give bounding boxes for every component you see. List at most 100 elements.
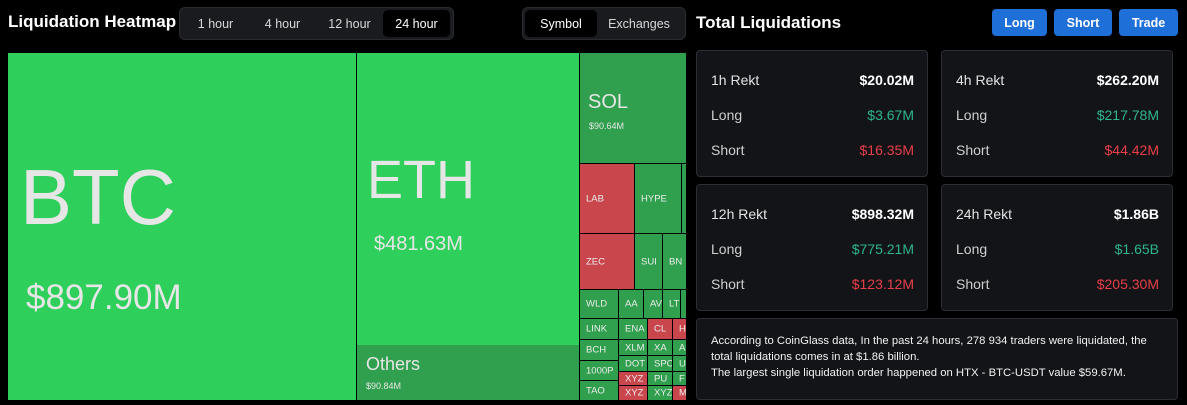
long-value: $3.67M [867, 107, 914, 123]
short-value: $16.35M [859, 142, 914, 158]
liquidation-summary: According to CoinGlass data, In the past… [696, 318, 1178, 400]
tile-a[interactable]: A [673, 340, 686, 355]
card-total: $262.20M [1096, 72, 1159, 88]
tile-xlm[interactable]: XLM [619, 340, 647, 355]
tile-symbol: XYZ [625, 387, 644, 399]
tile-value: $90.64M [589, 121, 625, 131]
card-total: $898.32M [851, 206, 914, 222]
tile-hype[interactable]: HYPE [635, 164, 681, 233]
tile-symbol: CL [654, 323, 667, 335]
tile-value: $90.84M [366, 381, 402, 391]
tile-symbol: XA [654, 342, 667, 353]
summary-largest-order: The largest single liquidation order hap… [711, 367, 1126, 379]
card-total: $1.86B [1113, 206, 1159, 222]
mode-symbol-button[interactable]: Symbol [525, 10, 597, 37]
tile-bch[interactable]: BCH [580, 340, 618, 360]
tile-spc[interactable]: SPC [648, 356, 672, 371]
tile-symbol: LINK [586, 323, 608, 335]
rekt-card-1h: 1h Rekt $20.02M Long $3.67M Short $16.35M [696, 50, 928, 177]
tile-symbol: XLM [625, 342, 645, 353]
short-value: $123.12M [851, 276, 914, 292]
tile-u[interactable]: U [673, 356, 686, 371]
long-label: Long [711, 241, 743, 257]
tile-symbol: A [679, 342, 686, 353]
tile-f[interactable]: F [673, 372, 686, 385]
tile-tao[interactable]: TAO [580, 381, 618, 400]
tile-1000p[interactable]: 1000P [580, 361, 618, 380]
tile-symbol: BN [669, 256, 683, 267]
tile-symbol: DOT [625, 358, 646, 369]
tile-symbol: LT [669, 298, 680, 310]
tile-symbol: HYPE [641, 193, 667, 204]
mode-selector: Symbol Exchanges [522, 7, 686, 40]
tile-wld[interactable]: WLD [580, 290, 618, 318]
tile-symbol: H [679, 323, 686, 335]
tile-value: $897.90M [26, 278, 182, 317]
tile-xyz[interactable]: XYZ [619, 386, 647, 400]
tile-ena[interactable]: ENA [619, 319, 647, 339]
total-liquidations-title: Total Liquidations [696, 13, 842, 32]
summary-text: According to CoinGlass data, In the past… [711, 335, 1147, 363]
tile-symbol: AV [650, 298, 662, 310]
short-value: $44.42M [1104, 142, 1159, 158]
tile-pu[interactable]: PU [648, 372, 672, 385]
tile-zec[interactable]: ZEC [580, 234, 634, 289]
tile-sui[interactable]: SUI [635, 234, 662, 289]
timeframe-1h-button[interactable]: 1 hour [197, 16, 234, 31]
heatmap-title: Liquidation Heatmap [8, 12, 177, 31]
tile-dot[interactable]: DOT [619, 356, 647, 371]
tile-h[interactable]: H [673, 319, 686, 339]
tile-symbol: TAO [586, 385, 605, 396]
tile-symbol: Others [366, 354, 421, 374]
short-label: Short [711, 142, 745, 158]
timeframe-selector: 1 hour 4 hour 12 hour 24 hour [179, 7, 454, 40]
tile-symbol: LAB [586, 193, 604, 204]
tile-symbol: SPC [654, 358, 672, 369]
tile-cl[interactable]: CL [648, 319, 672, 339]
card-label: 12h Rekt [711, 206, 768, 222]
tile-bnb[interactable]: BN [663, 234, 686, 289]
timeframe-4h-button[interactable]: 4 hour [264, 16, 301, 31]
tile-lab[interactable]: LAB [580, 164, 634, 233]
tile-eth[interactable]: ETH $481.63M [357, 53, 579, 345]
tile-sol[interactable]: SOL $90.64M [580, 53, 686, 163]
tile-link[interactable]: LINK [580, 319, 618, 339]
tile-btc[interactable]: BTC $897.90M [8, 53, 356, 400]
tile-lt[interactable]: LT [663, 290, 680, 318]
tile-symbol: BTC [20, 153, 176, 241]
long-label: Long [956, 107, 988, 123]
tile-minor[interactable] [681, 290, 686, 318]
tile-av[interactable]: AV [644, 290, 662, 318]
timeframe-24h-button[interactable]: 24 hour [383, 10, 450, 37]
tile-symbol: XYZ [654, 387, 672, 399]
short-button[interactable]: Short [1054, 9, 1112, 36]
tile-minor[interactable] [682, 164, 686, 233]
card-label: 1h Rekt [711, 72, 760, 88]
long-button[interactable]: Long [992, 9, 1047, 36]
long-label: Long [956, 241, 988, 257]
long-value: $1.65B [1114, 241, 1159, 257]
short-label: Short [711, 276, 745, 292]
tile-symbol: PU [654, 373, 668, 384]
timeframe-12h-button[interactable]: 12 hour [328, 16, 371, 31]
trade-button[interactable]: Trade [1119, 9, 1178, 36]
tile-others[interactable]: Others $90.84M [357, 345, 579, 400]
tile-xyz[interactable]: XYZ [648, 386, 672, 400]
tile-value: $481.63M [374, 233, 463, 255]
tile-symbol: AA [625, 298, 638, 310]
long-value: $775.21M [851, 241, 914, 257]
card-label: 4h Rekt [956, 72, 1005, 88]
mode-exchanges-button[interactable]: Exchanges [608, 16, 670, 31]
tile-m[interactable]: M [673, 386, 686, 400]
long-value: $217.78M [1096, 107, 1159, 123]
rekt-card-24h: 24h Rekt $1.86B Long $1.65B Short $205.30M [941, 184, 1173, 311]
tile-symbol: ETH [367, 150, 475, 210]
long-label: Long [711, 107, 743, 123]
tile-symbol: XYZ [625, 373, 644, 384]
tile-symbol: M [679, 387, 686, 399]
tile-aa[interactable]: AA [619, 290, 643, 318]
card-total: $20.02M [859, 72, 914, 88]
tile-symbol: ENA [625, 323, 645, 335]
tile-xyz[interactable]: XYZ [619, 372, 647, 385]
tile-xa[interactable]: XA [648, 340, 672, 355]
